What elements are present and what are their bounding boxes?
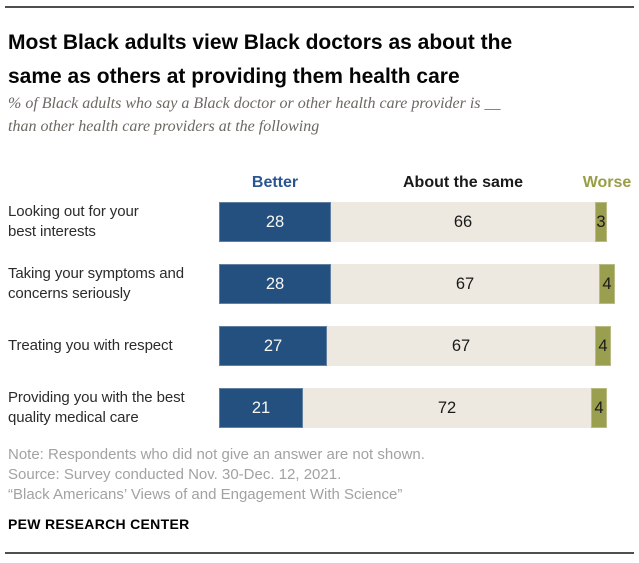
bar-segment-about-the-same: 67: [327, 326, 595, 366]
bar-segment-about-the-same: 66: [331, 202, 595, 242]
bar-segment-better: 27: [219, 326, 327, 366]
row-label: Providing you with the best quality medi…: [8, 389, 185, 426]
legend-label-about-the-same: About the same: [402, 174, 524, 191]
citation-line: “Black Americans’ Views of and Engagemen…: [8, 486, 403, 503]
bar-segment-better: 21: [219, 388, 303, 428]
bar-segment-worse: 3: [595, 202, 607, 242]
footnotes: Note: Respondents who did not give an an…: [8, 445, 425, 505]
legend-row: Better About the same Worse: [8, 174, 631, 198]
bottom-divider: [5, 552, 634, 554]
chart-row: Taking your symptoms and concerns seriou…: [8, 264, 631, 304]
note-line: Note: Respondents who did not give an an…: [8, 446, 425, 463]
bar-segment-worse: 4: [595, 326, 611, 366]
legend-label-better: Better: [251, 174, 299, 191]
chart-row: Treating you with respect 27 67 4: [8, 326, 631, 366]
brand-pew-research-center: PEW RESEARCH CENTER: [8, 516, 190, 532]
bar-segment-about-the-same: 67: [331, 264, 599, 304]
top-divider: [5, 6, 634, 8]
bar-segment-worse: 4: [599, 264, 615, 304]
bar-segment-about-the-same: 72: [303, 388, 591, 428]
row-label: Taking your symptoms and concerns seriou…: [8, 265, 185, 302]
chart-row: Looking out for your best interests 28 66 3: [8, 202, 631, 242]
row-label: Treating you with respect: [8, 337, 173, 354]
stacked-bar-chart: Better About the same Worse Looking out fo…: [8, 174, 631, 428]
legend-label-worse: Worse: [582, 174, 632, 191]
bar-group: 28 66 3: [219, 202, 607, 242]
chart-title: Most Black adults view Black doctors as …: [8, 31, 513, 88]
bar-group: 28 67 4: [219, 264, 615, 304]
row-label: Looking out for your best interests: [8, 203, 139, 240]
chart-row: Providing you with the best quality medi…: [8, 388, 631, 428]
bar-segment-worse: 4: [591, 388, 607, 428]
bar-group: 27 67 4: [219, 326, 611, 366]
chart-rows: Looking out for your best interests 28 66 3…: [8, 202, 631, 428]
chart-subtitle: % of Black adults who say a Black doctor…: [8, 95, 501, 135]
source-line: Source: Survey conducted Nov. 30-Dec. 12…: [8, 466, 342, 483]
bar-group: 21 72 4: [219, 388, 607, 428]
bar-segment-better: 28: [219, 202, 331, 242]
bar-segment-better: 28: [219, 264, 331, 304]
